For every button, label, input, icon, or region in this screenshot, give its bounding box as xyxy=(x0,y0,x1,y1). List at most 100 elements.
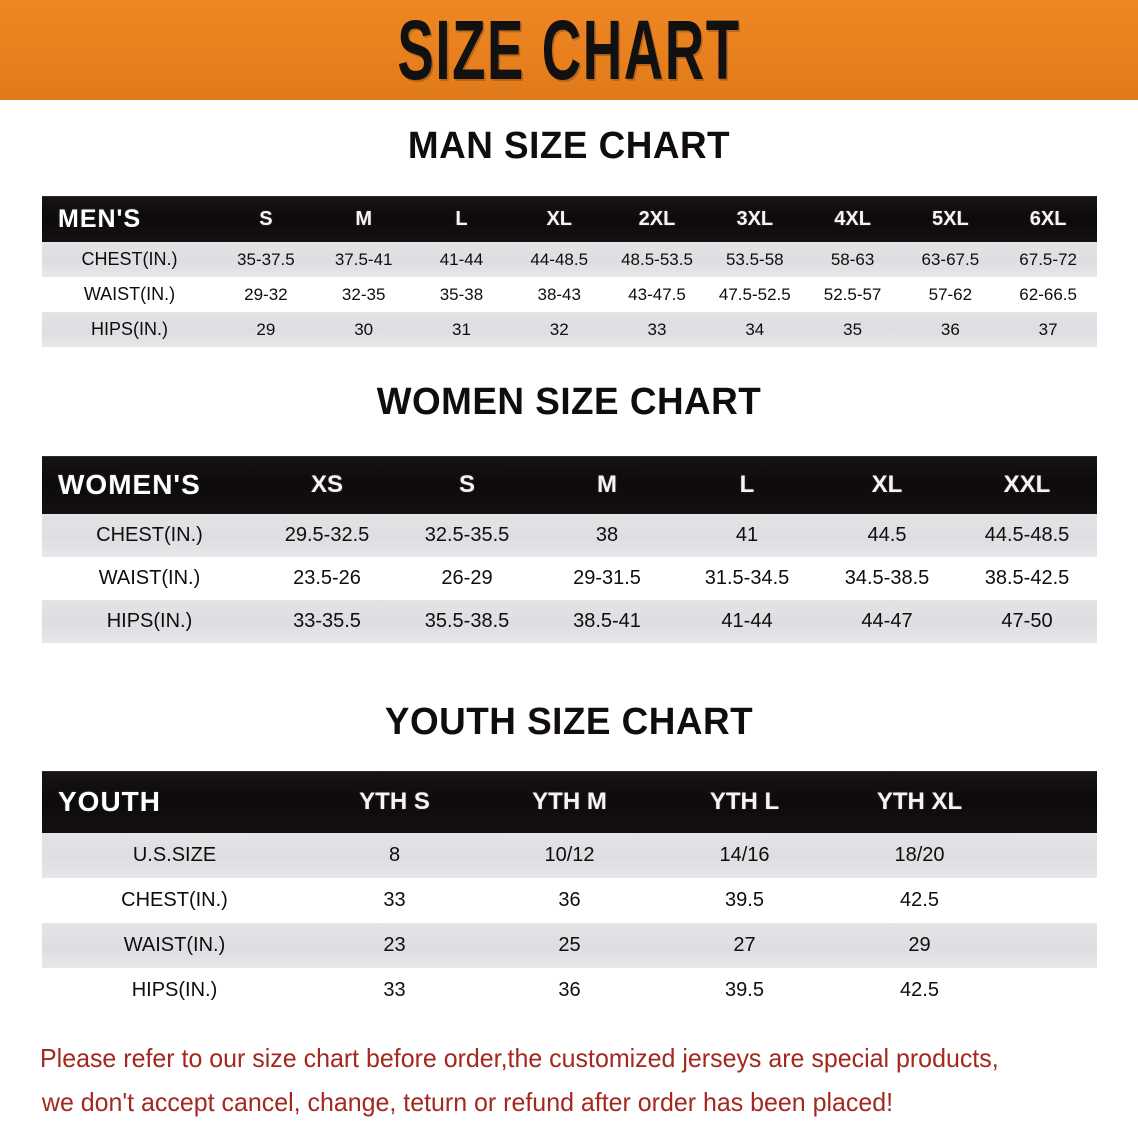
column-header-yth-l: YTH L xyxy=(709,788,780,815)
cell-us-size-yth-s: 8 xyxy=(388,844,401,866)
cell-chest-xs: 29.5-32.5 xyxy=(284,524,370,546)
table-row: CHEST(IN.) 33 36 39.5 42.5 xyxy=(42,878,1097,923)
banner-title: SIZE CHART xyxy=(397,3,741,97)
column-header-xl: XL xyxy=(546,207,573,230)
cell-hips-yth-s: 33 xyxy=(383,979,406,1001)
row-label-waist: WAIST(IN.) xyxy=(83,284,176,304)
cell-hips-l: 41-44 xyxy=(721,610,773,632)
row-label-hips: HIPS(IN.) xyxy=(106,610,193,632)
cell-us-size-yth-xl: 18/20 xyxy=(894,844,945,866)
column-header-2xl: 2XL xyxy=(638,207,676,230)
cell-chest-yth-xl: 42.5 xyxy=(900,889,939,911)
cell-waist-xl: 34.5-38.5 xyxy=(844,567,930,589)
table-header-row: WOMEN'S XS S M L XL XXL xyxy=(42,456,1097,514)
cell-waist-m: 32-35 xyxy=(341,284,386,304)
cell-chest-xxl: 44.5-48.5 xyxy=(984,524,1070,546)
cell-chest-s: 35-37.5 xyxy=(237,249,295,269)
column-header-3xl: 3XL xyxy=(736,207,774,230)
cell-hips-s: 35.5-38.5 xyxy=(424,610,510,632)
header-label-womens: WOMEN'S xyxy=(58,469,201,500)
header-label-youth: YOUTH xyxy=(58,786,161,817)
cell-waist-l: 35-38 xyxy=(439,284,484,304)
cell-waist-yth-s: 23 xyxy=(383,934,406,956)
row-label-chest: CHEST(IN.) xyxy=(121,889,228,911)
footer-disclaimer: Please refer to our size chart before or… xyxy=(40,1036,1058,1124)
cell-hips-l: 31 xyxy=(451,319,471,339)
column-header-6xl: 6XL xyxy=(1029,207,1067,230)
cell-hips-6xl: 37 xyxy=(1038,319,1058,339)
cell-chest-l: 41-44 xyxy=(439,249,484,269)
row-label-hips: HIPS(IN.) xyxy=(90,319,168,339)
cell-waist-m: 29-31.5 xyxy=(573,567,641,589)
cell-hips-xl: 44-47 xyxy=(861,610,913,632)
youth-size-table: YOUTH YTH S YTH M YTH L YTH XL U.S.SIZE … xyxy=(42,771,1097,1013)
column-header-yth-m: YTH M xyxy=(532,788,607,815)
table-header-row: YOUTH YTH S YTH M YTH L YTH XL xyxy=(42,771,1097,833)
cell-chest-yth-s: 33 xyxy=(383,889,406,911)
column-header-5xl: 5XL xyxy=(932,207,969,230)
cell-hips-xl: 32 xyxy=(549,319,569,339)
table-row: WAIST(IN.) 23 25 27 29 xyxy=(42,923,1097,968)
cell-us-size-yth-l: 14/16 xyxy=(719,844,770,866)
cell-chest-3xl: 53.5-58 xyxy=(725,249,784,269)
cell-chest-xl: 44-48.5 xyxy=(530,249,589,269)
cell-chest-s: 32.5-35.5 xyxy=(424,524,510,546)
cell-hips-3xl: 34 xyxy=(745,319,765,339)
cell-chest-m: 37.5-41 xyxy=(334,249,393,269)
row-label-us-size: U.S.SIZE xyxy=(132,844,217,866)
section-title-women: WOMEN SIZE CHART xyxy=(376,381,762,423)
cell-waist-6xl: 62-66.5 xyxy=(1019,284,1077,304)
table-row: U.S.SIZE 8 10/12 14/16 18/20 xyxy=(42,833,1097,878)
table-row: WAIST(IN.) 29-32 32-35 35-38 38-43 43-47… xyxy=(42,277,1097,312)
footer-disclaimer-line-2: we don't accept cancel, change, teturn o… xyxy=(41,1087,894,1117)
page-banner: SIZE CHART xyxy=(0,0,1138,100)
column-header-m: M xyxy=(597,471,617,498)
table-row: CHEST(IN.) 35-37.5 37.5-41 41-44 44-48.5… xyxy=(42,242,1097,277)
cell-waist-5xl: 57-62 xyxy=(928,284,973,304)
cell-hips-5xl: 36 xyxy=(940,319,960,339)
column-header-xxl: XXL xyxy=(1003,471,1051,498)
cell-hips-xxl: 47-50 xyxy=(1001,610,1053,632)
footer-disclaimer-line-1: Please refer to our size chart before or… xyxy=(40,1043,999,1073)
column-header-yth-s: YTH S xyxy=(359,788,430,815)
row-label-chest: CHEST(IN.) xyxy=(96,524,203,546)
men-size-table: MEN'S S M L XL 2XL 3XL 4XL 5XL 6XL CHEST… xyxy=(42,196,1097,347)
table-row: HIPS(IN.) 33-35.5 35.5-38.5 38.5-41 41-4… xyxy=(42,600,1097,643)
cell-chest-yth-l: 39.5 xyxy=(725,889,764,911)
cell-chest-6xl: 67.5-72 xyxy=(1019,249,1077,269)
row-label-chest: CHEST(IN.) xyxy=(81,249,178,269)
cell-waist-3xl: 47.5-52.5 xyxy=(718,284,791,304)
cell-waist-l: 31.5-34.5 xyxy=(704,567,790,589)
column-header-4xl: 4XL xyxy=(834,207,871,230)
table-row: HIPS(IN.) 29 30 31 32 33 34 35 36 37 xyxy=(42,312,1097,347)
header-label-mens: MEN'S xyxy=(58,204,142,233)
row-label-waist: WAIST(IN.) xyxy=(123,934,226,956)
cell-waist-4xl: 52.5-57 xyxy=(823,284,882,304)
cell-chest-xl: 44.5 xyxy=(867,524,907,546)
table-row: WAIST(IN.) 23.5-26 26-29 29-31.5 31.5-34… xyxy=(42,557,1097,600)
cell-waist-xs: 23.5-26 xyxy=(293,567,361,589)
cell-waist-yth-l: 27 xyxy=(733,934,756,956)
column-header-s: S xyxy=(458,471,475,498)
cell-waist-yth-xl: 29 xyxy=(908,934,931,956)
cell-hips-s: 29 xyxy=(256,319,276,339)
cell-hips-yth-m: 36 xyxy=(558,979,581,1001)
cell-chest-2xl: 48.5-53.5 xyxy=(621,249,693,269)
column-header-l: L xyxy=(455,207,468,230)
cell-chest-4xl: 58-63 xyxy=(830,249,875,269)
table-row: HIPS(IN.) 33 36 39.5 42.5 xyxy=(42,968,1097,1013)
table-row: CHEST(IN.) 29.5-32.5 32.5-35.5 38 41 44.… xyxy=(42,514,1097,557)
cell-hips-xs: 33-35.5 xyxy=(293,610,361,632)
cell-chest-5xl: 63-67.5 xyxy=(921,249,980,269)
cell-hips-m: 38.5-41 xyxy=(573,610,641,632)
column-header-s: S xyxy=(259,207,273,230)
cell-hips-m: 30 xyxy=(354,319,374,339)
cell-waist-s: 29-32 xyxy=(244,284,288,304)
cell-hips-4xl: 35 xyxy=(843,319,863,339)
cell-waist-xxl: 38.5-42.5 xyxy=(984,567,1070,589)
women-size-table: WOMEN'S XS S M L XL XXL CHEST(IN.) 29.5-… xyxy=(42,456,1097,643)
column-header-l: L xyxy=(739,471,755,498)
column-header-yth-xl: YTH XL xyxy=(876,788,963,815)
cell-hips-yth-l: 39.5 xyxy=(725,979,764,1001)
